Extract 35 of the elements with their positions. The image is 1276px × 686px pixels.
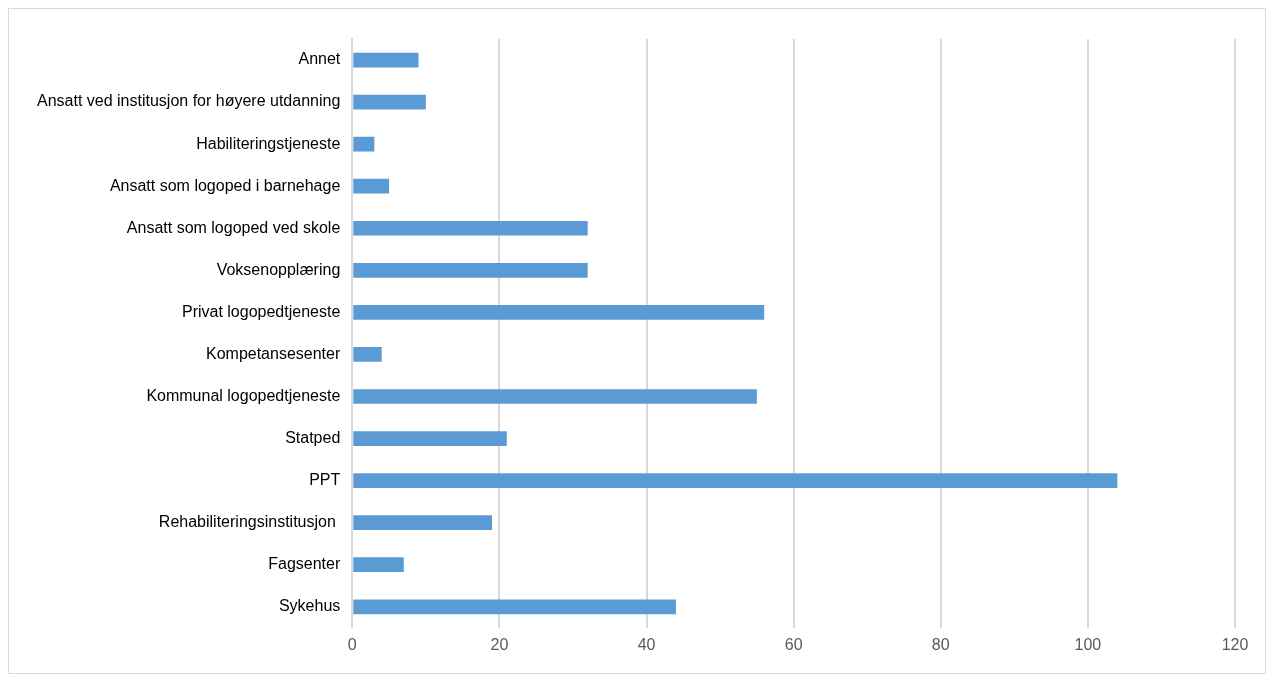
bar: [353, 347, 382, 362]
x-tick-label: 80: [931, 635, 950, 653]
y-tick-label: Rehabiliteringsinstitusjon: [158, 513, 341, 531]
bar: [353, 431, 507, 446]
y-tick-label: Ansatt som logoped ved skole: [126, 218, 341, 236]
y-tick-label: Sykehus: [278, 597, 341, 615]
bar: [353, 220, 588, 236]
bar: [353, 94, 426, 110]
y-tick-label: Ansatt ved institusjon for høyere utdanning: [36, 92, 341, 110]
bar: [353, 178, 390, 194]
bar: [353, 136, 375, 152]
y-tick-label: Privat logopedtjeneste: [181, 302, 341, 320]
y-tick-label: Annet: [298, 50, 341, 68]
y-tick-label: Ansatt som logoped i barnehage: [109, 176, 341, 194]
x-tick-label: 40: [637, 635, 656, 653]
bar: [353, 599, 676, 615]
bar: [353, 305, 765, 320]
y-tick-label: Fagsenter: [268, 555, 341, 573]
y-tick-label: Habiliteringstjeneste: [196, 134, 341, 152]
bar: [353, 262, 588, 278]
bar: [353, 52, 419, 68]
x-tick-label: 120: [1221, 635, 1249, 653]
y-tick-label: Statped: [285, 428, 341, 446]
bar: [353, 389, 757, 404]
bar: [353, 473, 1118, 488]
y-tick-label: Voksenopplæring: [216, 260, 341, 278]
x-tick-label: 20: [490, 635, 509, 653]
x-tick-label: 100: [1074, 635, 1102, 653]
bar: [353, 557, 404, 573]
y-tick-label: Kommunal logopedtjeneste: [146, 386, 341, 404]
x-tick-label: 60: [784, 635, 803, 653]
y-tick-label: PPT: [309, 471, 341, 489]
bar: [353, 515, 493, 531]
x-tick-label: 0: [347, 635, 357, 653]
y-tick-label: Kompetansesenter: [205, 344, 341, 362]
